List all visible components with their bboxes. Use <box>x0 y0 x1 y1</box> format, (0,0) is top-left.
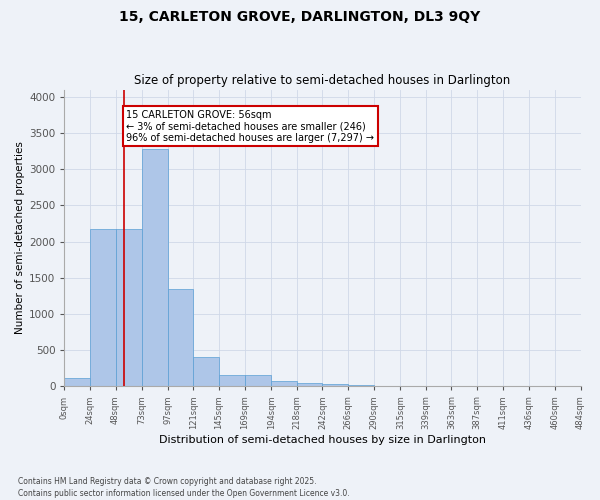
Bar <box>297 383 322 386</box>
Bar <box>168 290 193 386</box>
Y-axis label: Number of semi-detached properties: Number of semi-detached properties <box>15 142 25 334</box>
Text: 15, CARLETON GROVE, DARLINGTON, DL3 9QY: 15, CARLETON GROVE, DARLINGTON, DL3 9QY <box>119 10 481 24</box>
X-axis label: Distribution of semi-detached houses by size in Darlington: Distribution of semi-detached houses by … <box>159 435 486 445</box>
Bar <box>90 228 116 386</box>
Bar <box>245 375 271 386</box>
Bar <box>219 375 245 386</box>
Bar <box>116 228 142 386</box>
Bar <box>271 380 297 386</box>
Bar <box>64 378 90 386</box>
Bar <box>322 384 348 386</box>
Text: Contains HM Land Registry data © Crown copyright and database right 2025.
Contai: Contains HM Land Registry data © Crown c… <box>18 476 350 498</box>
Bar <box>348 384 374 386</box>
Bar <box>193 358 219 386</box>
Text: 15 CARLETON GROVE: 56sqm
← 3% of semi-detached houses are smaller (246)
96% of s: 15 CARLETON GROVE: 56sqm ← 3% of semi-de… <box>126 110 374 143</box>
Bar <box>142 149 168 386</box>
Title: Size of property relative to semi-detached houses in Darlington: Size of property relative to semi-detach… <box>134 74 511 87</box>
